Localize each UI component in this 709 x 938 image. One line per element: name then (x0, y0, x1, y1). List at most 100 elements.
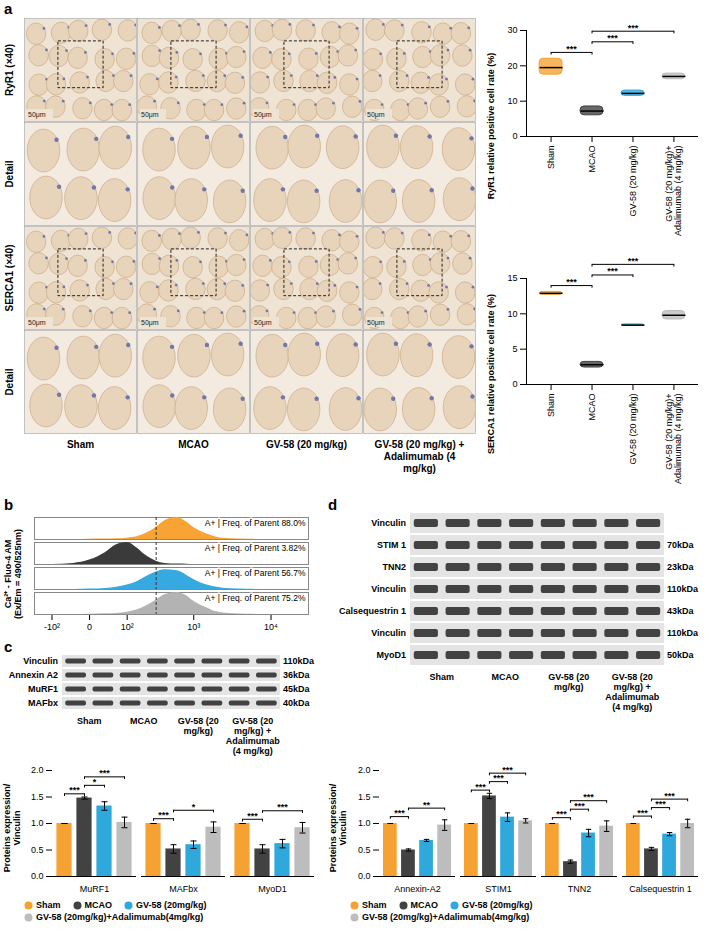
svg-text:1.0: 1.0 (31, 818, 44, 828)
svg-text:Calsequestrin 1: Calsequestrin 1 (629, 884, 692, 894)
svg-text:2.0: 2.0 (358, 765, 371, 775)
svg-text:RyR1 relative positive cell ra: RyR1 relative positive cell rate (%) (486, 53, 496, 200)
svg-text:A+ | Freq. of Parent 75.2%: A+ | Freq. of Parent 75.2% (205, 593, 306, 603)
svg-text:Sham: Sham (546, 146, 556, 170)
svg-text:***: *** (637, 808, 648, 818)
svg-text:40kDa: 40kDa (283, 698, 311, 708)
svg-text:SERCA1 (×40): SERCA1 (×40) (4, 245, 15, 312)
svg-text:0.5: 0.5 (31, 845, 44, 855)
svg-text:50kDa: 50kDa (667, 650, 695, 660)
svg-text:110kDa: 110kDa (283, 656, 315, 666)
svg-text:MCAO: MCAO (492, 672, 520, 682)
svg-text:***: *** (475, 782, 486, 792)
svg-text:110kDa: 110kDa (667, 584, 699, 594)
svg-text:0.0: 0.0 (358, 871, 371, 881)
svg-text:**: ** (423, 800, 431, 810)
svg-text:MCAO: MCAO (130, 716, 158, 726)
svg-text:2.0: 2.0 (31, 765, 44, 775)
svg-text:***: *** (628, 256, 639, 266)
svg-text:Sham: Sham (546, 394, 556, 418)
svg-text:36kDa: 36kDa (283, 670, 311, 680)
svg-text:23kDa: 23kDa (667, 562, 695, 572)
svg-text:Sham: Sham (67, 439, 94, 450)
svg-text:1.5: 1.5 (358, 792, 371, 802)
svg-text:MCAO: MCAO (587, 394, 597, 421)
svg-text:10²: 10² (121, 622, 134, 632)
svg-text:***: *** (69, 785, 80, 795)
svg-text:***: *** (566, 44, 577, 54)
svg-text:***: *** (99, 768, 110, 778)
svg-text:***: *** (664, 791, 675, 801)
svg-text:Proteins expression/Vinculin: Proteins expression/Vinculin (328, 783, 348, 872)
svg-text:***: *** (394, 808, 405, 818)
svg-text:15: 15 (507, 273, 517, 283)
svg-text:A+ | Freq. of Parent 56.7%: A+ | Freq. of Parent 56.7% (205, 568, 306, 578)
svg-text:Annexin-A2: Annexin-A2 (394, 884, 441, 894)
svg-text:50μm: 50μm (367, 111, 385, 119)
svg-text:0.0: 0.0 (31, 871, 44, 881)
svg-text:Vinculin: Vinculin (23, 656, 58, 666)
svg-text:GV-58 (20 mg/kg): GV-58 (20 mg/kg) (628, 393, 638, 464)
svg-text:43kDa: 43kDa (667, 606, 695, 616)
svg-text:10³: 10³ (187, 622, 200, 632)
svg-text:***: *** (607, 33, 618, 43)
svg-text:MyoD1: MyoD1 (376, 650, 406, 660)
svg-text:20: 20 (507, 61, 517, 71)
svg-text:1.5: 1.5 (31, 792, 44, 802)
svg-text:***: *** (158, 810, 169, 820)
svg-text:MAFbx: MAFbx (169, 884, 198, 894)
svg-text:Calsequestrin 1: Calsequestrin 1 (339, 606, 406, 616)
svg-text:50μm: 50μm (28, 319, 46, 327)
svg-text:MCAO: MCAO (178, 439, 209, 450)
svg-text:***: *** (566, 277, 577, 287)
svg-text:Proteins expression/Vinculin: Proteins expression/Vinculin (2, 783, 22, 872)
svg-text:45kDa: 45kDa (283, 684, 311, 694)
svg-text:Vinculin: Vinculin (371, 518, 406, 528)
svg-text:5: 5 (512, 344, 517, 354)
svg-text:MuRF1: MuRF1 (80, 884, 110, 894)
svg-text:*: * (93, 777, 97, 787)
svg-text:***: *** (502, 765, 513, 775)
svg-text:GV-58 (20mg/kg) +Adalimumab(4: GV-58 (20mg/kg) +Adalimumab(4 mg/kg) (226, 716, 281, 756)
svg-text:10: 10 (507, 96, 517, 106)
svg-text:RyR1 (×40): RyR1 (×40) (4, 44, 15, 96)
svg-text:MAFbx: MAFbx (28, 698, 58, 708)
svg-text:50μm: 50μm (367, 319, 385, 327)
svg-text:50μm: 50μm (141, 319, 159, 327)
svg-text:0.5: 0.5 (358, 845, 371, 855)
svg-text:1.0: 1.0 (358, 818, 371, 828)
svg-text:Sham: Sham (429, 672, 454, 682)
svg-text:GV-58 (20mg/kg) +Adalimumab(4: GV-58 (20mg/kg) +Adalimumab(4 mg/kg) (605, 672, 660, 712)
svg-text:0: 0 (87, 622, 92, 632)
svg-text:110kDa: 110kDa (667, 628, 699, 638)
svg-text:GV-58 (20 mg/kg) +Adalimumab (: GV-58 (20 mg/kg) +Adalimumab (4mg/kg) (375, 439, 465, 474)
svg-text:Annexin A2: Annexin A2 (9, 670, 58, 680)
svg-text:STIM1: STIM1 (485, 884, 512, 894)
svg-text:MuRF1: MuRF1 (28, 684, 58, 694)
svg-text:50μm: 50μm (254, 319, 272, 327)
svg-text:GV-58 (20 mg/kg)+Adalimumab (4: GV-58 (20 mg/kg)+Adalimumab (4 mg/kg) (664, 146, 683, 237)
svg-text:GV-58 (20mg/kg): GV-58 (20mg/kg) (178, 716, 219, 736)
svg-text:GV-58 (20mg/kg): GV-58 (20mg/kg) (548, 672, 589, 692)
svg-text:***: *** (277, 802, 288, 812)
svg-text:*: * (192, 802, 196, 812)
svg-text:MyoD1: MyoD1 (258, 884, 287, 894)
svg-text:0: 0 (512, 379, 517, 389)
svg-text:TNN2: TNN2 (568, 884, 592, 894)
svg-text:50μm: 50μm (141, 111, 159, 119)
svg-text:50μm: 50μm (254, 111, 272, 119)
svg-text:50μm: 50μm (28, 111, 46, 119)
svg-text:Detail: Detail (4, 160, 15, 187)
svg-text:GV-58 (20 mg/kg)+Adalimumab (4: GV-58 (20 mg/kg)+Adalimumab (4 mg/kg) (664, 394, 683, 485)
svg-text:TNN2: TNN2 (382, 562, 406, 572)
svg-text:SERCA1 relative positive cell: SERCA1 relative positive cell rate (%) (486, 294, 496, 454)
svg-text:A+ | Freq. of Parent 3.82%: A+ | Freq. of Parent 3.82% (205, 543, 306, 553)
svg-text:10⁴: 10⁴ (264, 622, 278, 632)
svg-text:-10²: -10² (44, 622, 60, 632)
svg-text:Vinculin: Vinculin (371, 584, 406, 594)
svg-text:Detail: Detail (4, 368, 15, 395)
svg-text:***: *** (556, 809, 567, 819)
svg-text:30: 30 (507, 25, 517, 35)
svg-text:Sham: Sham (77, 716, 102, 726)
svg-text:***: *** (583, 792, 594, 802)
